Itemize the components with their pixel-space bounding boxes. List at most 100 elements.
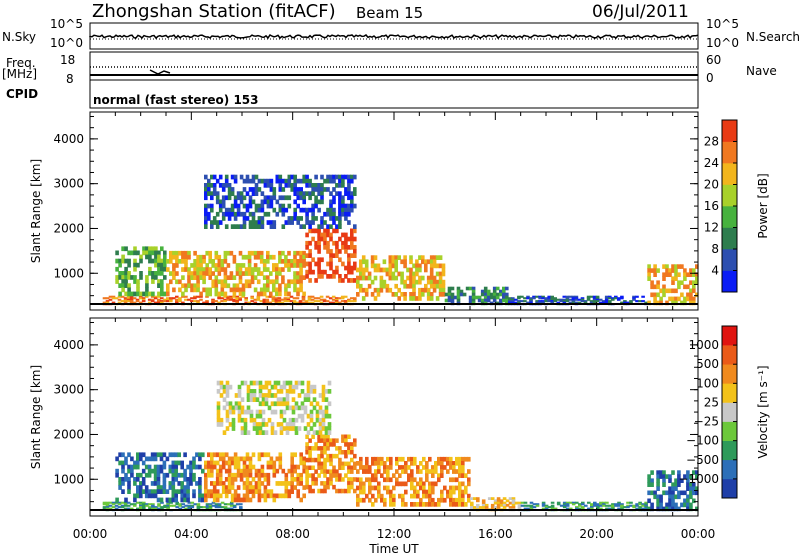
heatmap-cell bbox=[266, 287, 270, 293]
heatmap-cell bbox=[302, 254, 306, 260]
heatmap-cell bbox=[247, 301, 251, 304]
heatmap-cell bbox=[412, 287, 416, 293]
heatmap-cell bbox=[356, 502, 360, 507]
heatmap-cell bbox=[282, 384, 287, 390]
heatmap-cell bbox=[281, 468, 286, 474]
heatmap-cell bbox=[529, 301, 533, 304]
heatmap-cell bbox=[327, 389, 332, 394]
heatmap-cell bbox=[235, 283, 240, 289]
heatmap-cell bbox=[157, 291, 161, 297]
heatmap-cell bbox=[356, 279, 360, 285]
heatmap-cell bbox=[300, 413, 305, 419]
heatmap-cell bbox=[124, 266, 128, 272]
heatmap-cell bbox=[147, 468, 152, 474]
heatmap-cell bbox=[215, 493, 220, 499]
heatmap-cell bbox=[458, 485, 462, 491]
heatmap-cell bbox=[359, 477, 363, 483]
heatmap-cell bbox=[550, 507, 555, 510]
heatmap-cell bbox=[156, 452, 161, 458]
heatmap-cell bbox=[400, 271, 404, 277]
heatmap-cell bbox=[171, 460, 176, 466]
heatmap-cell bbox=[171, 472, 176, 478]
heatmap-cell bbox=[234, 405, 239, 411]
heatmap-cell bbox=[220, 300, 224, 303]
heatmap-region bbox=[508, 295, 648, 306]
heatmap-cell bbox=[604, 300, 609, 303]
heatmap-cell bbox=[246, 389, 251, 394]
heatmap-cell bbox=[511, 506, 516, 509]
heatmap-cell bbox=[266, 220, 271, 225]
heatmap-cell bbox=[338, 249, 342, 254]
heatmap-cell bbox=[224, 174, 229, 180]
heatmap-cell bbox=[254, 174, 259, 180]
heatmap-cell bbox=[374, 456, 378, 462]
heatmap-cell bbox=[394, 255, 398, 260]
heatmap-cell bbox=[287, 216, 292, 221]
heatmap-cell bbox=[163, 254, 167, 260]
heatmap-cell bbox=[177, 460, 181, 466]
heatmap-cell bbox=[269, 203, 274, 209]
heatmap-cell bbox=[647, 506, 651, 512]
heatmap-cell bbox=[532, 297, 536, 300]
heatmap-cell bbox=[456, 286, 461, 291]
heatmap-cell bbox=[227, 207, 232, 213]
heatmap-cell bbox=[299, 481, 303, 486]
heatmap-cell bbox=[166, 504, 170, 507]
heatmap-cell bbox=[314, 278, 318, 283]
heatmap-cell bbox=[233, 460, 238, 466]
colorbar-swatch bbox=[722, 270, 737, 293]
heatmap-cell bbox=[294, 430, 299, 435]
heatmap-cell bbox=[237, 417, 242, 423]
heatmap-cell bbox=[458, 493, 462, 499]
heatmap-cell bbox=[285, 405, 290, 411]
heatmap-cell bbox=[671, 498, 675, 504]
heatmap-cell bbox=[347, 265, 351, 271]
heatmap-cell bbox=[236, 460, 241, 466]
heatmap-cell bbox=[389, 456, 393, 462]
heatmap-cell bbox=[617, 507, 621, 510]
heatmap-cell bbox=[323, 484, 327, 490]
heatmap-cell bbox=[233, 211, 238, 217]
heatmap-cell bbox=[260, 472, 265, 478]
heatmap-cell bbox=[114, 504, 119, 507]
heatmap-cell bbox=[361, 267, 366, 273]
heatmap-cell bbox=[247, 279, 252, 285]
heatmap-cell bbox=[431, 497, 435, 503]
heatmap-cell bbox=[235, 271, 240, 276]
heatmap-cell bbox=[441, 271, 446, 277]
heatmap-cell bbox=[602, 503, 606, 506]
heatmap-cell bbox=[674, 264, 678, 269]
heatmap-cell bbox=[308, 488, 312, 494]
heatmap-cell bbox=[398, 493, 402, 499]
heatmap-cell bbox=[377, 469, 381, 474]
heatmap-cell bbox=[231, 426, 236, 431]
heatmap-cell bbox=[568, 501, 573, 504]
heatmap-cell bbox=[147, 456, 152, 462]
heatmap-cell bbox=[496, 506, 501, 509]
heatmap-cell bbox=[502, 506, 507, 509]
heatmap-cell bbox=[163, 291, 167, 297]
heatmap-cell bbox=[145, 283, 149, 288]
heatmap-cell bbox=[323, 465, 327, 470]
heatmap-cell bbox=[293, 464, 297, 470]
heatmap-cell bbox=[318, 405, 323, 411]
heatmap-cell bbox=[253, 250, 258, 256]
heatmap-cell bbox=[332, 228, 336, 234]
heatmap-cell bbox=[246, 430, 251, 435]
heatmap-cell bbox=[659, 296, 663, 302]
heatmap-cell bbox=[341, 450, 345, 455]
heatmap-cell bbox=[193, 295, 197, 298]
heatmap-cell bbox=[261, 417, 266, 423]
heatmap-cell bbox=[319, 295, 324, 298]
heatmap-cell bbox=[239, 191, 244, 196]
heatmap-cell bbox=[353, 203, 357, 209]
heatmap-cell bbox=[683, 502, 687, 508]
heatmap-cell bbox=[562, 501, 567, 504]
heatmap-cell bbox=[544, 504, 549, 507]
heatmap-cell bbox=[223, 275, 228, 280]
heatmap-cell bbox=[249, 409, 254, 415]
heatmap-cell bbox=[296, 195, 300, 201]
heatmap-cell bbox=[308, 446, 312, 451]
heatmap-cell bbox=[269, 291, 273, 297]
heatmap-region bbox=[647, 264, 699, 306]
